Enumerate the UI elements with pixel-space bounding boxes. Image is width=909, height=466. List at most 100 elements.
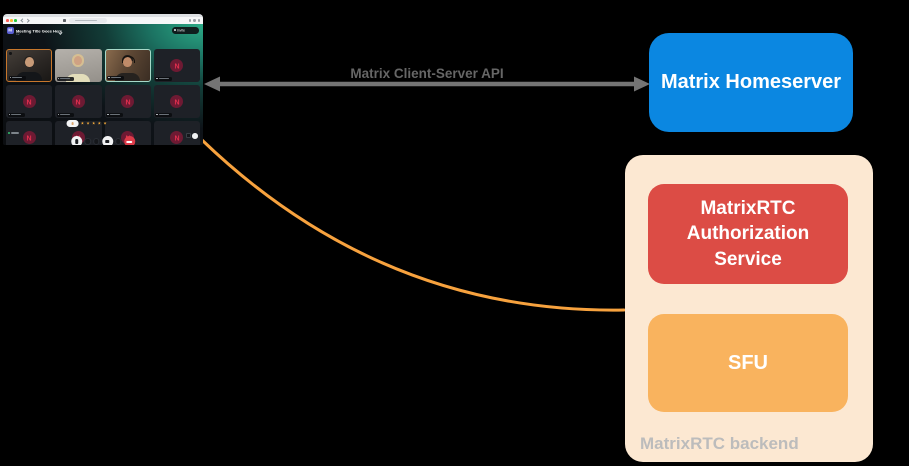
video-tile[interactable]: N (104, 85, 151, 118)
homeserver-label: Matrix Homeserver (660, 71, 842, 93)
raised-hand-icon (71, 122, 74, 125)
api-label: Matrix Client-Server API (350, 66, 503, 81)
online-dot-icon (8, 132, 11, 135)
avatar-letter: N (174, 97, 180, 106)
participant-figure (16, 72, 43, 81)
address-bar[interactable] (68, 18, 107, 23)
camera-options-button[interactable] (115, 138, 122, 145)
expand-mini-button[interactable] (191, 133, 198, 139)
avatar: N (170, 59, 184, 72)
screenshare-button[interactable] (93, 138, 100, 145)
tile-indicator-icon (9, 52, 13, 56)
video-tile[interactable]: N (6, 121, 53, 145)
room-avatar-letter: M (8, 28, 13, 33)
backend-label: MatrixRTC backend (640, 434, 799, 453)
video-tile[interactable]: N (153, 85, 200, 118)
call-controls (71, 136, 135, 145)
sfu-label: SFU (728, 351, 768, 374)
arrow-head-left-icon (204, 76, 220, 92)
extension-icon[interactable] (63, 19, 66, 22)
backend-container: MatrixRTC Authorization Service SFU Matr… (625, 155, 873, 462)
video-tile[interactable] (104, 49, 151, 82)
avatar: N (71, 95, 85, 108)
participant-figure (24, 57, 34, 67)
avatar-letter: N (125, 97, 131, 106)
reaction-tray: ★ ★ ★ ★ ★ (66, 118, 140, 129)
mic-options-button[interactable] (84, 138, 91, 145)
participant-count: 12 (16, 32, 20, 36)
connection-indicator (8, 132, 20, 135)
name-badge (155, 112, 173, 117)
video-tile[interactable]: N (55, 85, 102, 118)
forward-button[interactable] (25, 18, 30, 23)
zoom-button[interactable] (14, 19, 17, 22)
video-tile[interactable] (55, 49, 102, 82)
avatar-letter: N (174, 133, 180, 142)
call-header: M Meeting Title Goes Here 12 Invite (7, 27, 200, 39)
participant-figure (66, 74, 91, 82)
auth-service-box: MatrixRTC Authorization Service (648, 184, 848, 284)
video-tile[interactable] (6, 49, 53, 82)
profile-icon[interactable] (193, 19, 196, 22)
downloads-icon[interactable] (188, 19, 192, 22)
room-title: Meeting Title Goes Here (16, 28, 63, 34)
mic-icon (75, 139, 79, 144)
mic-button[interactable] (71, 136, 83, 145)
chevron-down-icon[interactable] (58, 29, 64, 35)
name-badge (8, 75, 26, 80)
name-badge (155, 76, 173, 81)
menu-icon[interactable] (197, 19, 200, 22)
call-ui: M Meeting Title Goes Here 12 Invite (3, 24, 203, 145)
media-connection-curve (200, 138, 626, 312)
participant-figure (74, 55, 83, 65)
sfu-box: SFU (648, 314, 848, 412)
hangup-button[interactable] (123, 136, 135, 145)
homeserver-box: Matrix Homeserver (649, 33, 853, 132)
video-grid: N N N N N (6, 49, 200, 145)
avatar: N (22, 95, 36, 108)
video-tile[interactable]: N (6, 85, 53, 118)
hangup-icon (126, 140, 132, 143)
avatar: N (170, 95, 184, 108)
avatar: N (121, 95, 135, 108)
tab-strip (3, 14, 203, 17)
raise-hand-button[interactable] (66, 120, 79, 127)
room-avatar: M (7, 27, 14, 34)
invite-person-icon (174, 29, 177, 32)
avatar: N (22, 131, 36, 144)
reaction-emojis[interactable]: ★ ★ ★ ★ ★ (80, 121, 107, 126)
name-badge (56, 76, 74, 81)
camera-icon (105, 140, 110, 143)
settings-mini-icon[interactable] (185, 133, 191, 139)
browser-toolbar (3, 17, 203, 24)
element-call-window: M Meeting Title Goes Here 12 Invite (3, 14, 203, 145)
avatar-letter: N (174, 61, 180, 70)
toolbar-right-icons (188, 19, 200, 22)
avatar-letter: N (26, 97, 32, 106)
avatar: N (170, 131, 184, 144)
minimize-button[interactable] (10, 19, 13, 22)
name-badge (106, 112, 123, 117)
camera-button[interactable] (101, 136, 113, 145)
avatar-letter: N (26, 133, 32, 142)
close-button[interactable] (6, 19, 9, 22)
window-controls (6, 19, 17, 22)
back-button[interactable] (20, 18, 25, 23)
arrow-head-right-icon (634, 76, 650, 92)
participant-figure (123, 57, 133, 67)
video-tile[interactable]: N (153, 121, 200, 145)
avatar-letter: N (75, 97, 81, 106)
invite-label: Invite (177, 28, 186, 33)
connection-indicator-text (11, 132, 20, 134)
video-tile[interactable]: N (153, 49, 200, 82)
auth-service-label: MatrixRTC Authorization Service (686, 198, 810, 270)
name-badge (56, 112, 74, 117)
name-badge (7, 112, 25, 117)
name-badge (107, 75, 124, 80)
tile-overlay-controls (185, 133, 198, 139)
invite-button[interactable]: Invite (171, 27, 199, 34)
headphones-icon (122, 56, 136, 63)
participant-figure (115, 73, 141, 81)
